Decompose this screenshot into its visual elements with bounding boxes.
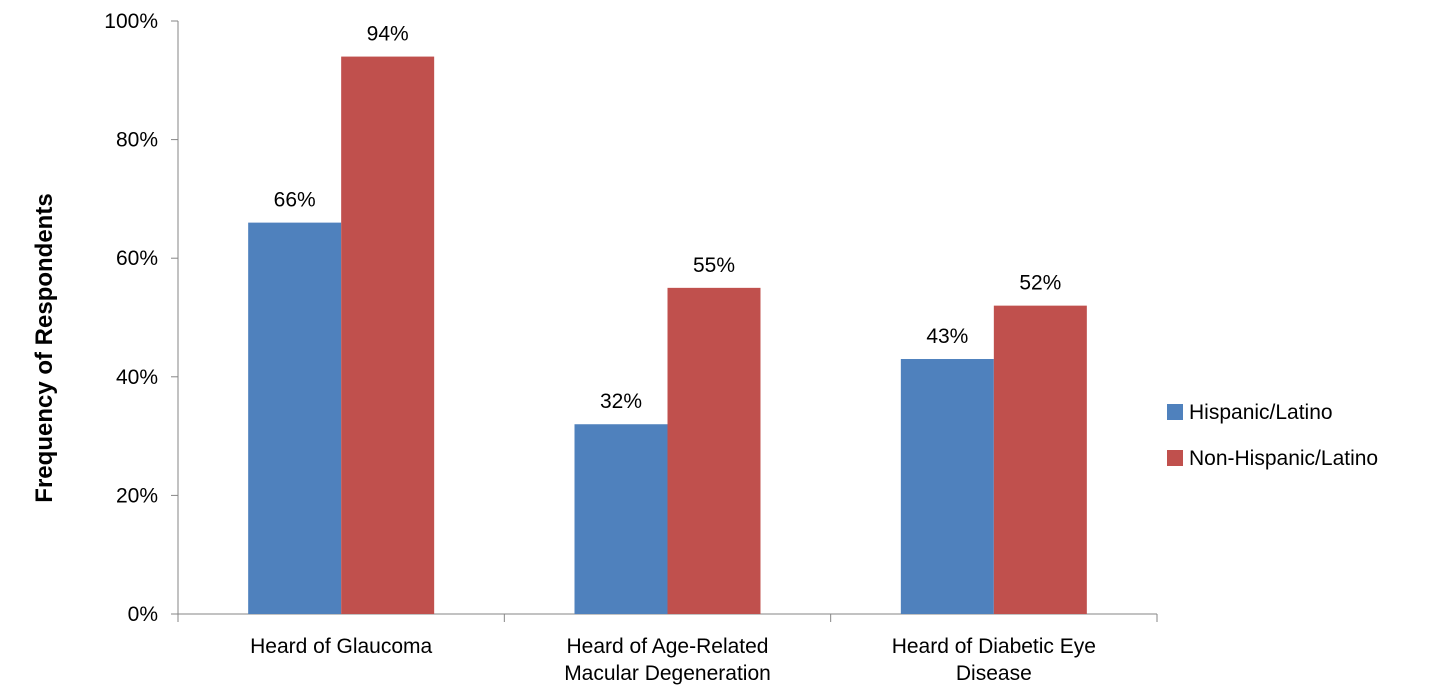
data-label: 32% [600, 390, 642, 413]
y-axis: 0% 20% 40% 60% 80% 100% [104, 10, 179, 626]
category-label: Macular Degeneration [564, 662, 771, 685]
bar-non-hispanic [341, 56, 435, 614]
data-labels-group: 66% 94% 32% 55% 43% 52% [274, 23, 1062, 414]
bar-hispanic [248, 222, 342, 614]
y-tick-label: 20% [116, 484, 158, 507]
legend-label: Hispanic/Latino [1189, 401, 1333, 424]
data-label: 52% [1019, 272, 1061, 295]
data-label: 66% [274, 189, 316, 212]
category-label: Heard of Glaucoma [250, 635, 432, 658]
category-labels-group: Heard of Glaucoma Heard of Age-Related Mac… [250, 635, 1096, 685]
y-tick-label: 100% [104, 10, 158, 33]
y-tick-label: 0% [128, 603, 158, 626]
y-tick-label: 40% [116, 366, 158, 389]
bar-non-hispanic [667, 287, 761, 614]
y-axis-title: Frequency of Respondents [31, 193, 58, 502]
bar-non-hispanic [993, 305, 1087, 614]
data-label: 94% [367, 23, 409, 46]
data-label: 55% [693, 254, 735, 277]
data-label: 43% [926, 325, 968, 348]
legend-swatch [1167, 450, 1183, 466]
legend: Hispanic/Latino Non-Hispanic/Latino [1167, 401, 1378, 470]
bar-hispanic [900, 359, 994, 614]
category-label: Heard of Diabetic Eye [892, 635, 1096, 658]
legend-swatch [1167, 404, 1183, 420]
bar-hispanic [574, 424, 668, 614]
legend-label: Non-Hispanic/Latino [1189, 447, 1378, 470]
category-label: Heard of Age-Related [567, 635, 769, 658]
y-tick-label: 80% [116, 129, 158, 152]
bars-group [248, 56, 1087, 614]
x-axis [177, 613, 1158, 622]
category-label: Disease [956, 662, 1032, 685]
y-tick-label: 60% [116, 247, 158, 270]
